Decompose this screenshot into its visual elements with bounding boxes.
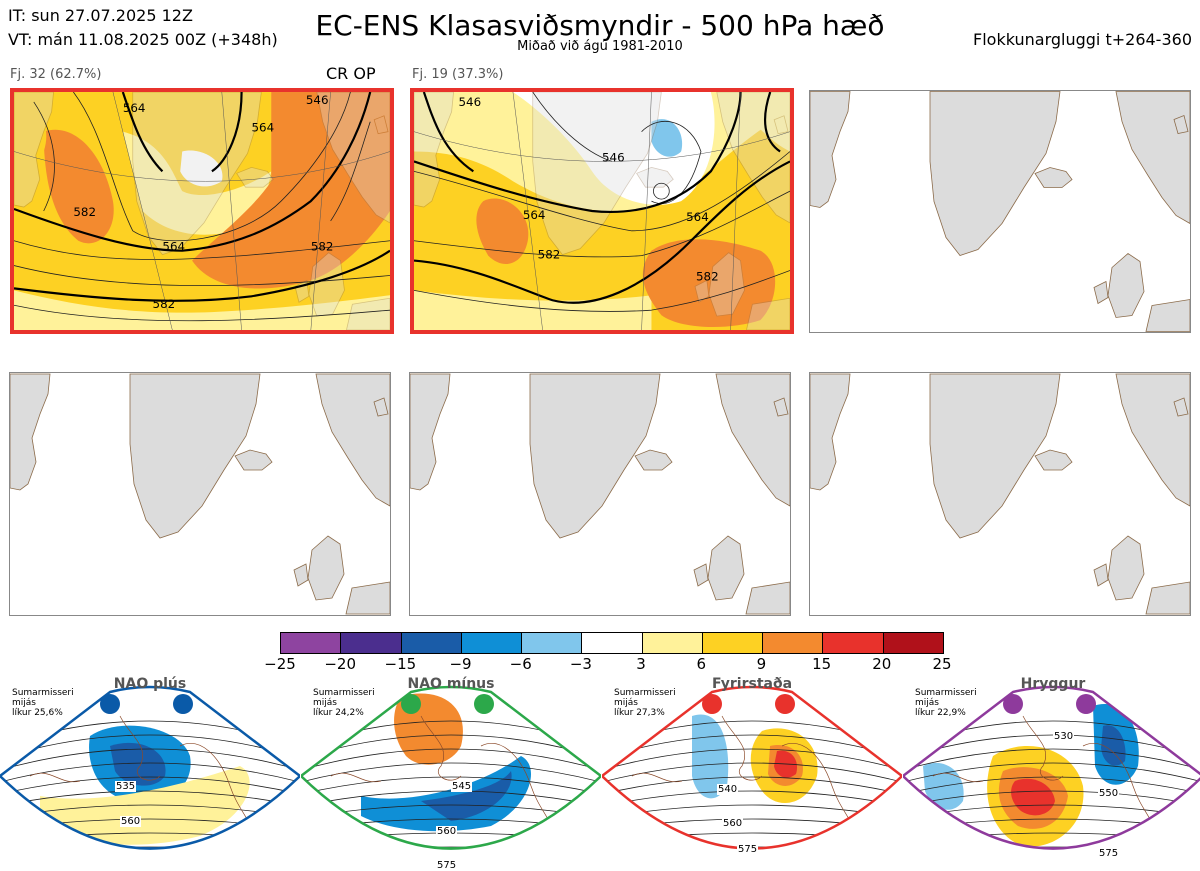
color-bar-tick: 20 [872,655,892,673]
regime-marker-dot [100,694,120,714]
cluster-1-contour-label: 564 [162,240,185,254]
regime-info-line: líkur 25,6% [12,708,63,718]
regime-contour-label: 550 [1098,788,1120,799]
regime-info-line: mijás [12,698,36,708]
color-bar-tick: −15 [384,655,417,673]
regime-info: Sumarmisseri mijás líkur 27,3% [614,688,676,718]
cluster-1-contour-label: 582 [153,297,176,311]
valid-time: VT: mán 11.08.2025 00Z (+348h) [8,30,278,49]
cluster-1-contour-564 [14,92,372,252]
regime-marker-dot [702,694,722,714]
regime-info-line: Sumarmisseri [614,688,676,698]
cluster-2-contour-564 [414,92,742,213]
cluster-2-contour-label: 546 [602,150,625,164]
regime-marker-dot [775,694,795,714]
regime-panel: NAO plús Sumarmisseri mijás líkur 25,6% 535 5… [0,676,300,871]
cluster-1-contour-label: 564 [123,101,146,115]
cluster-2-map[interactable]: 546 564 582 564 582 546 [410,88,794,334]
color-bar-tick: 3 [636,655,646,673]
regime-info: Sumarmisseri mijás líkur 22,9% [915,688,977,718]
regime-info-line: mijás [614,698,638,708]
regime-contour-label: 560 [436,826,458,837]
cluster-2-contour-label: 564 [523,208,546,222]
regime-info: Sumarmisseri mijás líkur 25,6% [12,688,74,718]
cluster-1-contour-label: 546 [306,93,329,107]
regime-marker-dot [401,694,421,714]
regime-contour-label: 575 [1098,848,1120,859]
color-bar-tick: −9 [449,655,472,673]
regime-panel: Fyrirstaða Sumarmisseri mijás líkur 27,3% 54… [602,676,902,871]
cluster-1-contour-label: 582 [73,205,96,219]
cluster-1-contour-label: 564 [251,121,274,135]
color-bar-tick: −20 [324,655,356,673]
initial-time: IT: sun 27.07.2025 12Z [8,6,193,25]
regime-marker-dot [474,694,494,714]
regime-info-line: Sumarmisseri [12,688,74,698]
regime-info-line: líkur 22,9% [915,708,966,718]
regime-panel: Hryggur Sumarmisseri mijás líkur 22,9% 530 55… [903,676,1200,871]
empty-cluster-map [9,372,391,616]
regime-contour-label: 575 [436,860,458,871]
color-bar-segment [822,633,883,653]
regime-panel: NAO mínus Sumarmisseri mijás líkur 24,2% 545… [301,676,601,871]
color-bar-segment [882,633,943,653]
cluster-2-contour-label: 564 [686,210,709,224]
color-bar-segment [521,633,582,653]
empty-cluster-map [409,372,791,616]
regime-contour-label: 575 [737,844,759,855]
color-bar-segment [762,633,823,653]
color-bar-segment [701,633,763,653]
cluster-2-contour-label: 582 [538,248,561,262]
page-title: EC-ENS Klasasviðsmyndir - 500 hPa hæð [315,9,885,42]
regime-contour-label: 560 [120,816,142,827]
regime-contour-label: 540 [717,784,739,795]
color-bar-segment [641,633,702,653]
regime-info-line: mijás [313,698,337,708]
color-bar-tick: −25 [264,655,296,673]
regime-name: Hryggur [1020,676,1086,692]
cluster-2-contour-label: 546 [459,95,482,109]
color-bar-tick: 9 [756,655,767,673]
cluster-1-tag: CR OP [326,64,376,83]
regime-info-line: líkur 27,3% [614,708,665,718]
empty-cluster-map [809,372,1191,616]
cluster-1-contour-582 [14,249,390,302]
cluster-2-contour-label: 582 [696,269,719,283]
regime-name: NAO plús [113,676,187,692]
cluster-2-label: Fj. 19 (37.3%) [412,67,504,82]
regime-info-line: Sumarmisseri [313,688,375,698]
color-bar-segment [400,633,461,653]
regime-info-line: mijás [915,698,939,708]
color-bar-tick: −6 [509,655,532,673]
color-bar [280,632,944,654]
cluster-window: Flokkunargluggi t+264-360 [973,30,1192,49]
cluster-1-label: Fj. 32 (62.7%) [10,67,102,82]
color-bar-tick: 25 [932,655,952,673]
regime-contour-label: 530 [1053,731,1075,742]
cluster-2-contour-582 [414,160,790,304]
regime-info-line: Sumarmisseri [915,688,977,698]
regime-marker-dot [1003,694,1023,714]
climate-reference: Miðað við ágú 1981-2010 [517,39,683,54]
regime-name: Fyrirstaða [711,676,793,692]
color-bar-segment [281,633,341,653]
regime-marker-dot [1076,694,1096,714]
regime-marker-dot [173,694,193,714]
empty-cluster-map [809,90,1191,333]
regime-info: Sumarmisseri mijás líkur 24,2% [313,688,375,718]
regime-name: NAO mínus [407,676,495,692]
cluster-1-contour-label: 582 [311,240,334,254]
color-bar-tick: −3 [569,655,592,673]
color-bar-tick: 6 [696,655,707,673]
regime-contour-label: 545 [451,781,473,792]
regime-info-line: líkur 24,2% [313,708,364,718]
color-bar-segment [340,633,401,653]
regime-contour-label: 535 [115,781,137,792]
regime-contour-label: 560 [722,818,744,829]
color-bar-segment [581,633,642,653]
color-bar-segment [460,633,522,653]
color-bar-tick: 15 [812,655,832,673]
cluster-1-map[interactable]: 564 582 564 582 546 564 582 [10,88,394,334]
